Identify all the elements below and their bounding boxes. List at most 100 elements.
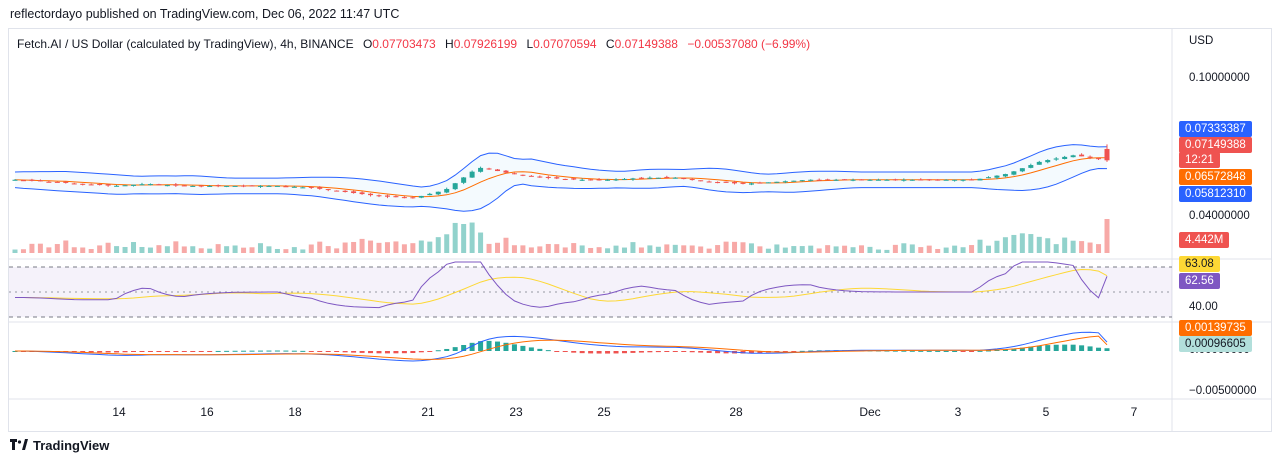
macd-histogram-bar: [808, 350, 814, 352]
volume-bar: [664, 244, 670, 253]
candle-body: [723, 181, 729, 183]
candle-body: [401, 197, 407, 199]
macd-histogram-bar: [249, 350, 255, 352]
volume-bar: [1036, 236, 1042, 253]
macd-histogram-bar: [114, 351, 120, 353]
macd-histogram-bar: [782, 351, 788, 352]
volume-bar: [88, 249, 94, 253]
macd-histogram-bar: [588, 351, 594, 354]
macd-histogram-bar: [985, 350, 991, 352]
candle-body: [918, 179, 924, 181]
macd-histogram-bar: [122, 351, 128, 353]
volume-bar: [401, 244, 407, 253]
macd-histogram-bar: [689, 351, 695, 353]
volume-bar: [935, 248, 941, 253]
macd-histogram-bar: [799, 350, 805, 352]
high-label: H: [445, 37, 454, 51]
volume-bar: [1062, 237, 1068, 253]
macd-histogram-bar: [401, 351, 407, 354]
volume-bar: [562, 247, 568, 253]
candle-body: [114, 185, 120, 187]
countdown-tag: 12:21: [1179, 152, 1220, 168]
time-axis-label: 3: [955, 405, 962, 419]
chart-panel[interactable]: 14 16 18 21 23 25 28 Dec 3 5 7 Fetch.AI / US Dolla…: [8, 28, 1272, 432]
volume-bar: [384, 242, 390, 253]
macd-histogram-bar: [1019, 347, 1025, 351]
volume-bar: [740, 242, 746, 253]
candle-body: [867, 179, 873, 181]
candle-body: [850, 179, 856, 181]
high-value: 0.07926199: [453, 37, 518, 51]
volume-bar: [1019, 233, 1025, 253]
volume-bar: [71, 247, 77, 253]
volume-bar: [799, 246, 805, 253]
volume-bar: [698, 246, 704, 253]
candle-body: [765, 182, 771, 184]
macd-histogram-bar: [469, 342, 475, 351]
macd-histogram-bar: [283, 350, 289, 352]
volume-bar: [308, 244, 314, 253]
macd-histogram-bar: [1002, 349, 1008, 351]
volume-bar: [579, 245, 585, 253]
macd-histogram-bar: [359, 351, 365, 353]
volume-bar: [37, 243, 43, 253]
currency-label: USD: [1189, 35, 1214, 47]
volume-bar: [207, 248, 213, 253]
volume-bar: [12, 249, 18, 253]
macd-histogram-bar: [368, 351, 374, 354]
volume-bar: [588, 247, 594, 253]
macd-histogram-bar: [80, 351, 86, 353]
candle-body: [503, 170, 509, 173]
macd-histogram-bar: [232, 350, 238, 352]
macd-histogram-bar: [715, 351, 721, 354]
time-axis-label: 5: [1043, 405, 1050, 419]
candle-body: [1070, 155, 1076, 158]
volume-bar: [139, 247, 145, 253]
volume-bar: [985, 245, 991, 253]
change-value: −0.00537080 (−6.99%): [687, 37, 811, 51]
volume-bar: [249, 247, 255, 253]
volume-bar: [528, 247, 534, 253]
candle-body: [1053, 158, 1059, 160]
candle-body: [232, 185, 238, 187]
last-price-tag: 0.07149388: [1179, 137, 1252, 153]
volume-bar: [621, 247, 627, 253]
candle-body: [266, 185, 272, 187]
chart-canvas[interactable]: 14 16 18 21 23 25 28 Dec 3 5 7: [9, 29, 1272, 432]
candle-body: [969, 179, 975, 181]
candle-body: [748, 183, 754, 185]
volume-bar: [334, 248, 340, 253]
volume-bar: [300, 249, 306, 253]
candle-body: [511, 173, 517, 175]
macd-histogram-bar: [495, 341, 501, 351]
volume-bar: [926, 245, 932, 253]
macd-histogram-bar: [461, 345, 467, 351]
candle-body: [554, 177, 560, 179]
footer: TradingView: [10, 436, 109, 454]
volume-bar: [232, 245, 238, 253]
macd-histogram-bar: [351, 351, 357, 353]
macd-histogram-bar: [418, 351, 424, 353]
macd-histogram-bar: [605, 351, 611, 354]
macd-histogram-bar: [1028, 346, 1034, 351]
candle-body: [647, 177, 653, 179]
volume-bar: [571, 243, 577, 253]
volume-bar: [503, 237, 509, 253]
candle-body: [105, 184, 111, 186]
time-axis-label: 16: [200, 405, 214, 419]
volume-bars: [12, 219, 1110, 253]
candle-body: [689, 179, 695, 181]
candle-body: [215, 185, 221, 187]
volume-bar: [638, 247, 644, 253]
volume-bar: [605, 248, 611, 253]
footer-brand: TradingView: [33, 437, 110, 453]
candle-body: [71, 183, 77, 185]
macd-pane: [12, 331, 1110, 362]
candle-body: [164, 185, 170, 187]
volume-bar: [520, 245, 526, 253]
volume-bar: [122, 246, 128, 253]
macd-histogram-bar: [88, 351, 94, 353]
volume-bar: [706, 248, 712, 253]
candle-body: [833, 179, 839, 181]
bb-fill: [15, 144, 1107, 212]
